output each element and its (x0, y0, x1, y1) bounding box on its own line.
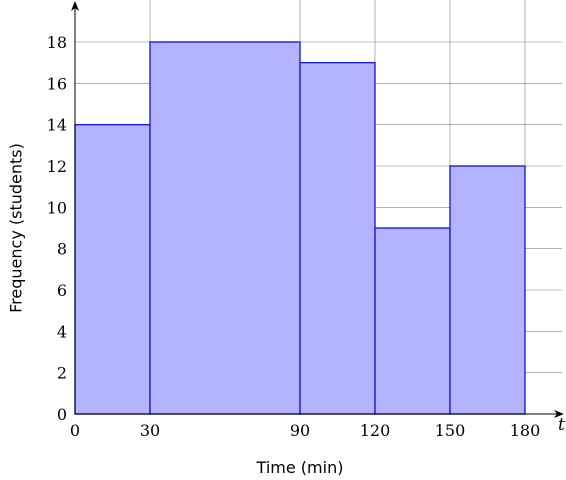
y-axis-title: Frequency (students) (7, 143, 26, 313)
histogram-bar (149, 41, 301, 415)
y-tick-labels: 0 2 4 6 8 10 12 14 16 18 (47, 33, 67, 424)
x-tick-labels: 0 30 90 120 150 180 (70, 421, 540, 440)
histogram-bar (74, 123, 151, 415)
y-tick-label: 16 (47, 74, 67, 93)
axes (71, 1, 564, 418)
x-tick-label: 150 (435, 421, 466, 440)
histogram-bar (299, 61, 376, 415)
x-tick-label: 180 (510, 421, 541, 440)
x-tick-label: 120 (360, 421, 391, 440)
histogram-bar (374, 227, 451, 415)
y-tick-label: 6 (57, 281, 67, 300)
histogram-bar (449, 165, 526, 415)
y-tick-label: 0 (57, 405, 67, 424)
y-tick-label: 4 (57, 322, 67, 341)
y-tick-label: 2 (57, 364, 67, 383)
x-axis-title: Time (min) (256, 458, 344, 477)
y-tick-label: 10 (47, 198, 67, 217)
y-tick-label: 18 (47, 33, 67, 52)
y-tick-label: 8 (57, 240, 67, 259)
histogram-bars (74, 41, 526, 415)
x-tick-label: 90 (290, 421, 310, 440)
x-tick-label: 30 (140, 421, 160, 440)
x-tick-label: 0 (70, 421, 80, 440)
y-tick-label: 14 (47, 116, 67, 135)
y-tick-label: 12 (47, 157, 67, 176)
x-axis-variable: t (558, 415, 565, 435)
